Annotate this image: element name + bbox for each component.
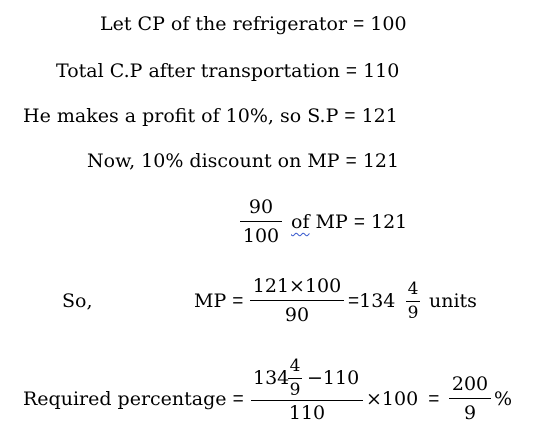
equals-sign: = xyxy=(345,151,357,172)
line-cp-refrigerator: Let CP of the refrigerator = 100 xyxy=(100,12,407,37)
line-text: Total C.P after transportation xyxy=(56,60,340,82)
fraction-denominator: 9 xyxy=(463,402,477,424)
fraction-numerator: 4 xyxy=(407,279,419,299)
line-value: 121 xyxy=(362,150,400,172)
equals-sign: = xyxy=(232,389,244,410)
fraction-bar xyxy=(449,398,491,399)
fraction-denominator: 100 xyxy=(242,225,280,247)
fraction-numerator: 90 xyxy=(248,196,274,218)
line-text: Now, 10% discount on MP xyxy=(87,150,340,172)
times-100: ×100 = xyxy=(366,388,440,410)
equals-sign: = xyxy=(348,291,360,312)
fraction-bar xyxy=(250,300,344,301)
required-percentage-label: Required percentage = xyxy=(23,388,244,410)
equals-sign: = xyxy=(232,291,244,312)
fraction-denominator: 9 xyxy=(289,380,301,400)
line-text: Let CP of the refrigerator xyxy=(100,13,348,35)
line-total-cp: Total C.P after transportation = 110 xyxy=(56,59,399,84)
word-so: So, xyxy=(62,290,93,312)
fraction-bar xyxy=(240,221,282,222)
line-discount-mp: Now, 10% discount on MP = 121 xyxy=(87,149,399,174)
whole-number: 134 xyxy=(253,367,290,389)
fraction-4-9: 4 9 xyxy=(406,280,420,323)
equals-sign: = xyxy=(345,61,358,82)
word-of: of xyxy=(291,211,310,233)
line-text: He makes a profit of 10%, so S.P xyxy=(23,105,339,127)
mp-label: MP = xyxy=(194,290,244,312)
fraction-numerator: 200 xyxy=(451,373,489,395)
line-value: 100 xyxy=(370,13,407,35)
fraction-bar xyxy=(288,378,302,379)
equals-sign: = xyxy=(353,212,365,233)
fraction-4-9: 4 9 xyxy=(288,357,302,400)
line-profit-sp: He makes a profit of 10%, so S.P = 121 xyxy=(23,104,398,129)
fraction-denominator: 110 xyxy=(288,402,326,424)
fraction-121x100-90: 121×100 90 xyxy=(250,275,344,326)
fraction-numerator: 134 4 9 −110 xyxy=(251,355,363,400)
fraction-200-9: 200 9 xyxy=(449,373,491,424)
minus-term: −110 xyxy=(307,367,360,389)
line-text: MP xyxy=(315,211,348,233)
mp-result: =134 xyxy=(348,289,395,314)
fraction-numerator: 121×100 xyxy=(252,275,342,297)
equals-sign: = xyxy=(428,389,440,410)
fraction-bar xyxy=(406,301,420,302)
fraction-denominator: 9 xyxy=(407,303,419,323)
fraction-denominator: 90 xyxy=(284,304,310,326)
fraction-90-100: 90 100 xyxy=(240,196,282,247)
line-value: 121 xyxy=(370,211,408,233)
equals-sign: = xyxy=(344,106,356,127)
word-units: units xyxy=(429,290,477,312)
line-fraction-of-mp: of MP = 121 xyxy=(291,210,407,235)
fraction-required: 134 4 9 −110 110 xyxy=(251,355,363,425)
line-value: 121 xyxy=(361,105,398,127)
line-value: 110 xyxy=(363,60,400,82)
equals-sign: = xyxy=(353,14,365,35)
percent-sign: % xyxy=(494,388,513,410)
fraction-bar xyxy=(251,400,363,401)
whole-number: 134 xyxy=(359,290,396,312)
fraction-numerator: 4 xyxy=(289,356,301,376)
